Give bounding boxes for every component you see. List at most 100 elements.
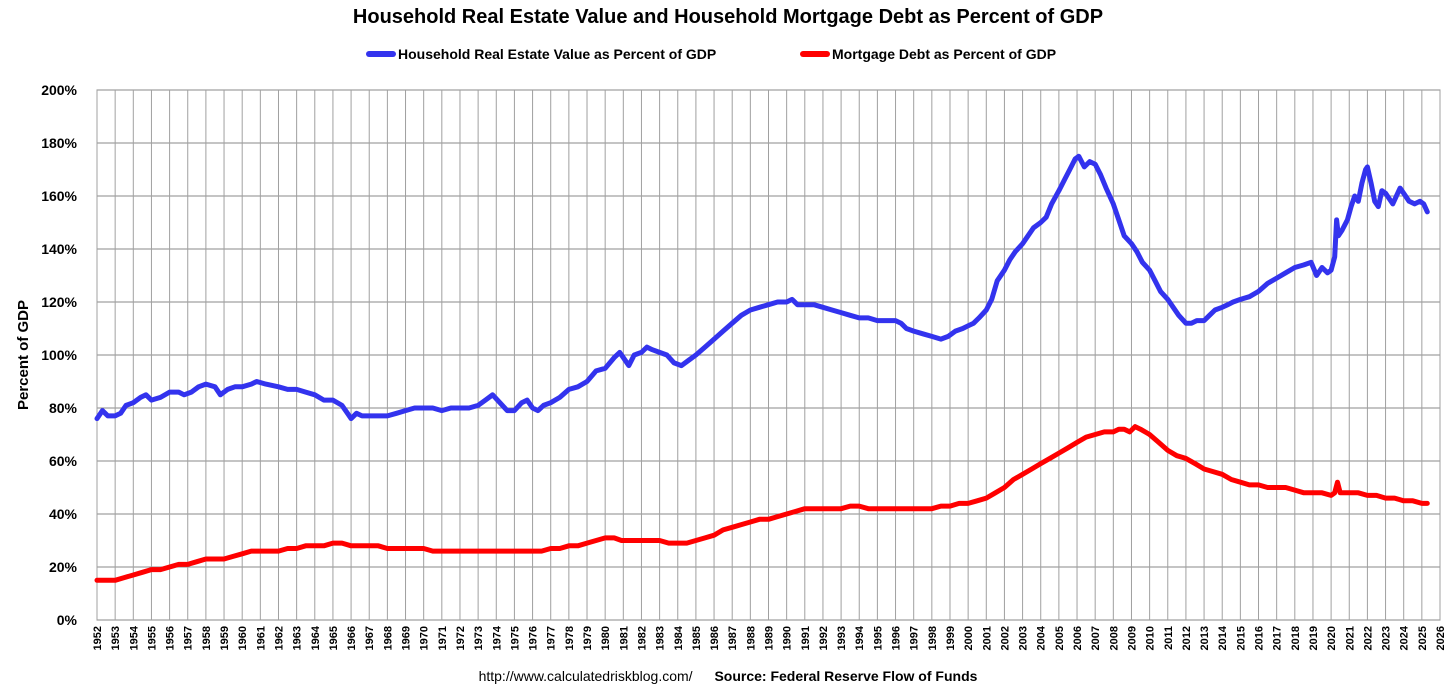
x-tick-label: 1968	[382, 626, 394, 650]
x-tick-label: 2015	[1235, 626, 1247, 650]
y-tick-label: 120%	[41, 294, 77, 310]
x-tick-label: 2011	[1163, 626, 1175, 650]
x-tick-label: 2010	[1145, 626, 1157, 650]
y-tick-label: 0%	[57, 612, 78, 628]
x-tick-label: 2006	[1072, 626, 1084, 650]
y-tick-label: 160%	[41, 188, 77, 204]
x-tick-label: 1972	[455, 626, 467, 650]
x-tick-label: 1991	[800, 626, 812, 650]
x-tick-label: 2026	[1435, 626, 1447, 650]
x-tick-label: 2013	[1199, 626, 1211, 650]
x-tick-label: 2022	[1362, 626, 1374, 650]
x-tick-label: 1986	[709, 626, 721, 650]
x-tick-label: 1997	[909, 626, 921, 650]
x-tick-label: 1988	[745, 626, 757, 650]
chart-footer: http://www.calculatedriskblog.com/ Sourc…	[0, 668, 1456, 684]
legend-item-real-estate: Household Real Estate Value as Percent o…	[366, 46, 716, 62]
x-tick-label: 1953	[110, 626, 122, 650]
legend-item-mortgage-debt: Mortgage Debt as Percent of GDP	[800, 46, 1056, 62]
x-tick-label: 1971	[437, 626, 449, 650]
x-tick-label: 1998	[927, 626, 939, 650]
x-tick-label: 1966	[346, 626, 358, 650]
x-tick-label: 1990	[782, 626, 794, 650]
x-tick-label: 1962	[273, 626, 285, 650]
y-tick-label: 140%	[41, 241, 77, 257]
x-tick-label: 1961	[255, 626, 267, 650]
x-tick-label: 2008	[1108, 626, 1120, 650]
x-tick-label: 2020	[1326, 626, 1338, 650]
source-url: http://www.calculatedriskblog.com/	[478, 668, 693, 684]
x-tick-label: 1969	[401, 626, 413, 650]
x-tick-label: 2018	[1290, 626, 1302, 650]
x-tick-label: 1989	[764, 626, 776, 650]
y-tick-label: 20%	[49, 559, 78, 575]
x-tick-label: 1970	[419, 626, 431, 650]
legend: Household Real Estate Value as Percent o…	[0, 46, 1456, 68]
x-tick-label: 1983	[655, 626, 667, 650]
x-tick-label: 1964	[310, 625, 322, 650]
x-tick-label: 1980	[600, 626, 612, 650]
y-tick-label: 180%	[41, 135, 77, 151]
y-tick-label: 100%	[41, 347, 77, 363]
x-tick-label: 2007	[1090, 626, 1102, 650]
x-tick-label: 1977	[546, 626, 558, 650]
legend-swatch-mortgage-debt	[800, 51, 830, 57]
grid-lines	[96, 89, 1441, 621]
x-tick-label: 1979	[582, 626, 594, 650]
x-tick-label: 2016	[1254, 626, 1266, 650]
y-tick-label: 80%	[49, 400, 78, 416]
x-tick-label: 2023	[1381, 626, 1393, 650]
x-tick-label: 1958	[201, 626, 213, 650]
x-tick-label: 1963	[292, 626, 304, 650]
x-tick-label: 1957	[183, 626, 195, 650]
y-tick-label: 60%	[49, 453, 78, 469]
x-tick-label: 2024	[1399, 625, 1411, 650]
x-tick-label: 1960	[237, 626, 249, 650]
x-tick-label: 1984	[673, 625, 685, 650]
x-tick-label: 2012	[1181, 626, 1193, 650]
y-tick-label: 40%	[49, 506, 78, 522]
x-tick-label: 1955	[146, 626, 158, 650]
legend-label-mortgage-debt: Mortgage Debt as Percent of GDP	[832, 46, 1057, 62]
source-credit: Source: Federal Reserve Flow of Funds	[714, 668, 978, 684]
x-tick-label: 1975	[509, 626, 521, 650]
x-tick-label: 1996	[891, 626, 903, 650]
x-tick-label: 1994	[854, 625, 866, 650]
y-tick-label: 200%	[41, 82, 77, 98]
x-tick-label: 1993	[836, 626, 848, 650]
x-tick-label: 1967	[364, 626, 376, 650]
chart-title: Household Real Estate Value and Househol…	[352, 6, 1104, 28]
x-tick-label: 2004	[1036, 625, 1048, 650]
x-tick-label: 2001	[981, 626, 993, 650]
x-tick-label: 1954	[128, 625, 140, 650]
y-axis-label: Percent of GDP	[15, 300, 32, 410]
x-tick-label: 2005	[1054, 626, 1066, 650]
series-line-real-estate	[94, 153, 1430, 422]
x-tick-label: 2017	[1272, 626, 1284, 650]
y-tick-labels: 0% 20% 40% 60% 80% 100% 120% 140% 160% 180% 200%	[41, 82, 77, 628]
series-line-mortgage-debt	[94, 424, 1430, 583]
x-tick-label: 1982	[636, 626, 648, 650]
x-tick-label: 1973	[473, 626, 485, 650]
x-tick-label: 1999	[945, 626, 957, 650]
x-tick-label: 1974	[491, 625, 503, 650]
x-tick-label: 1965	[328, 626, 340, 650]
x-tick-label: 2025	[1417, 626, 1429, 650]
x-tick-label: 1992	[818, 626, 830, 650]
x-tick-label: 1987	[727, 626, 739, 650]
series-lines	[94, 153, 1430, 583]
x-tick-label: 2002	[999, 626, 1011, 650]
x-tick-label: 1959	[219, 626, 231, 650]
x-tick-label: 1956	[165, 626, 177, 650]
x-tick-label: 1981	[618, 626, 630, 650]
x-tick-labels: 1952 1953 1954 1955 1956 1957 1958 1959 1960 1961…	[92, 625, 1447, 650]
x-tick-label: 1978	[564, 626, 576, 650]
x-tick-label: 2019	[1308, 626, 1320, 650]
x-tick-label: 2003	[1018, 626, 1030, 650]
x-tick-label: 1976	[528, 626, 540, 650]
legend-swatch-real-estate	[366, 51, 396, 57]
x-tick-label: 2000	[963, 626, 975, 650]
x-tick-label: 2014	[1217, 625, 1229, 650]
x-tick-label: 1985	[691, 626, 703, 650]
